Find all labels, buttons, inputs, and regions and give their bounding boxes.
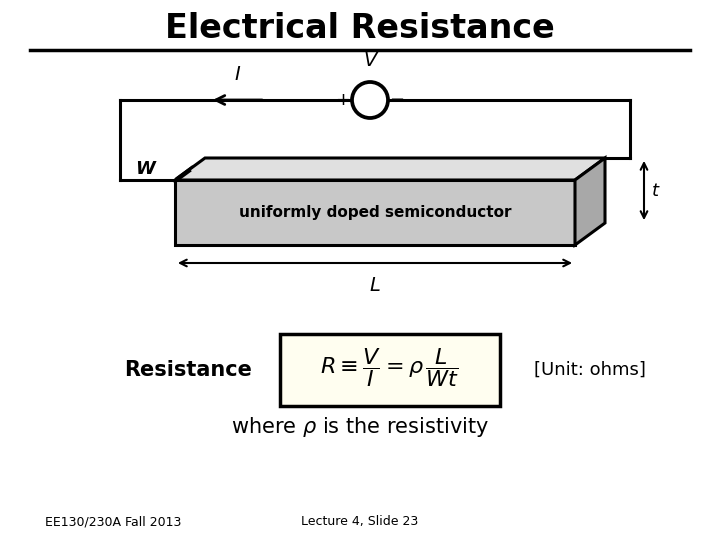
Text: L: L xyxy=(369,276,380,295)
Polygon shape xyxy=(575,158,605,245)
Text: EE130/230A Fall 2013: EE130/230A Fall 2013 xyxy=(45,516,181,529)
Text: Lecture 4, Slide 23: Lecture 4, Slide 23 xyxy=(302,516,418,529)
Text: +: + xyxy=(336,91,351,109)
Circle shape xyxy=(352,82,388,118)
Text: Resistance: Resistance xyxy=(124,360,252,380)
Text: Electrical Resistance: Electrical Resistance xyxy=(165,11,555,44)
Text: $R \equiv \dfrac{V}{I} = \rho\, \dfrac{L}{Wt}$: $R \equiv \dfrac{V}{I} = \rho\, \dfrac{L… xyxy=(320,347,459,389)
Polygon shape xyxy=(175,158,605,180)
Text: [Unit: ohms]: [Unit: ohms] xyxy=(534,361,646,379)
Text: W: W xyxy=(135,160,155,178)
Text: −: − xyxy=(390,91,405,109)
Text: uniformly doped semiconductor: uniformly doped semiconductor xyxy=(239,205,511,220)
Polygon shape xyxy=(175,180,575,245)
Text: I: I xyxy=(235,65,240,84)
Text: V: V xyxy=(364,51,377,70)
Text: where $\rho$ is the resistivity: where $\rho$ is the resistivity xyxy=(231,415,489,439)
Bar xyxy=(280,334,500,406)
Text: t: t xyxy=(652,181,659,199)
